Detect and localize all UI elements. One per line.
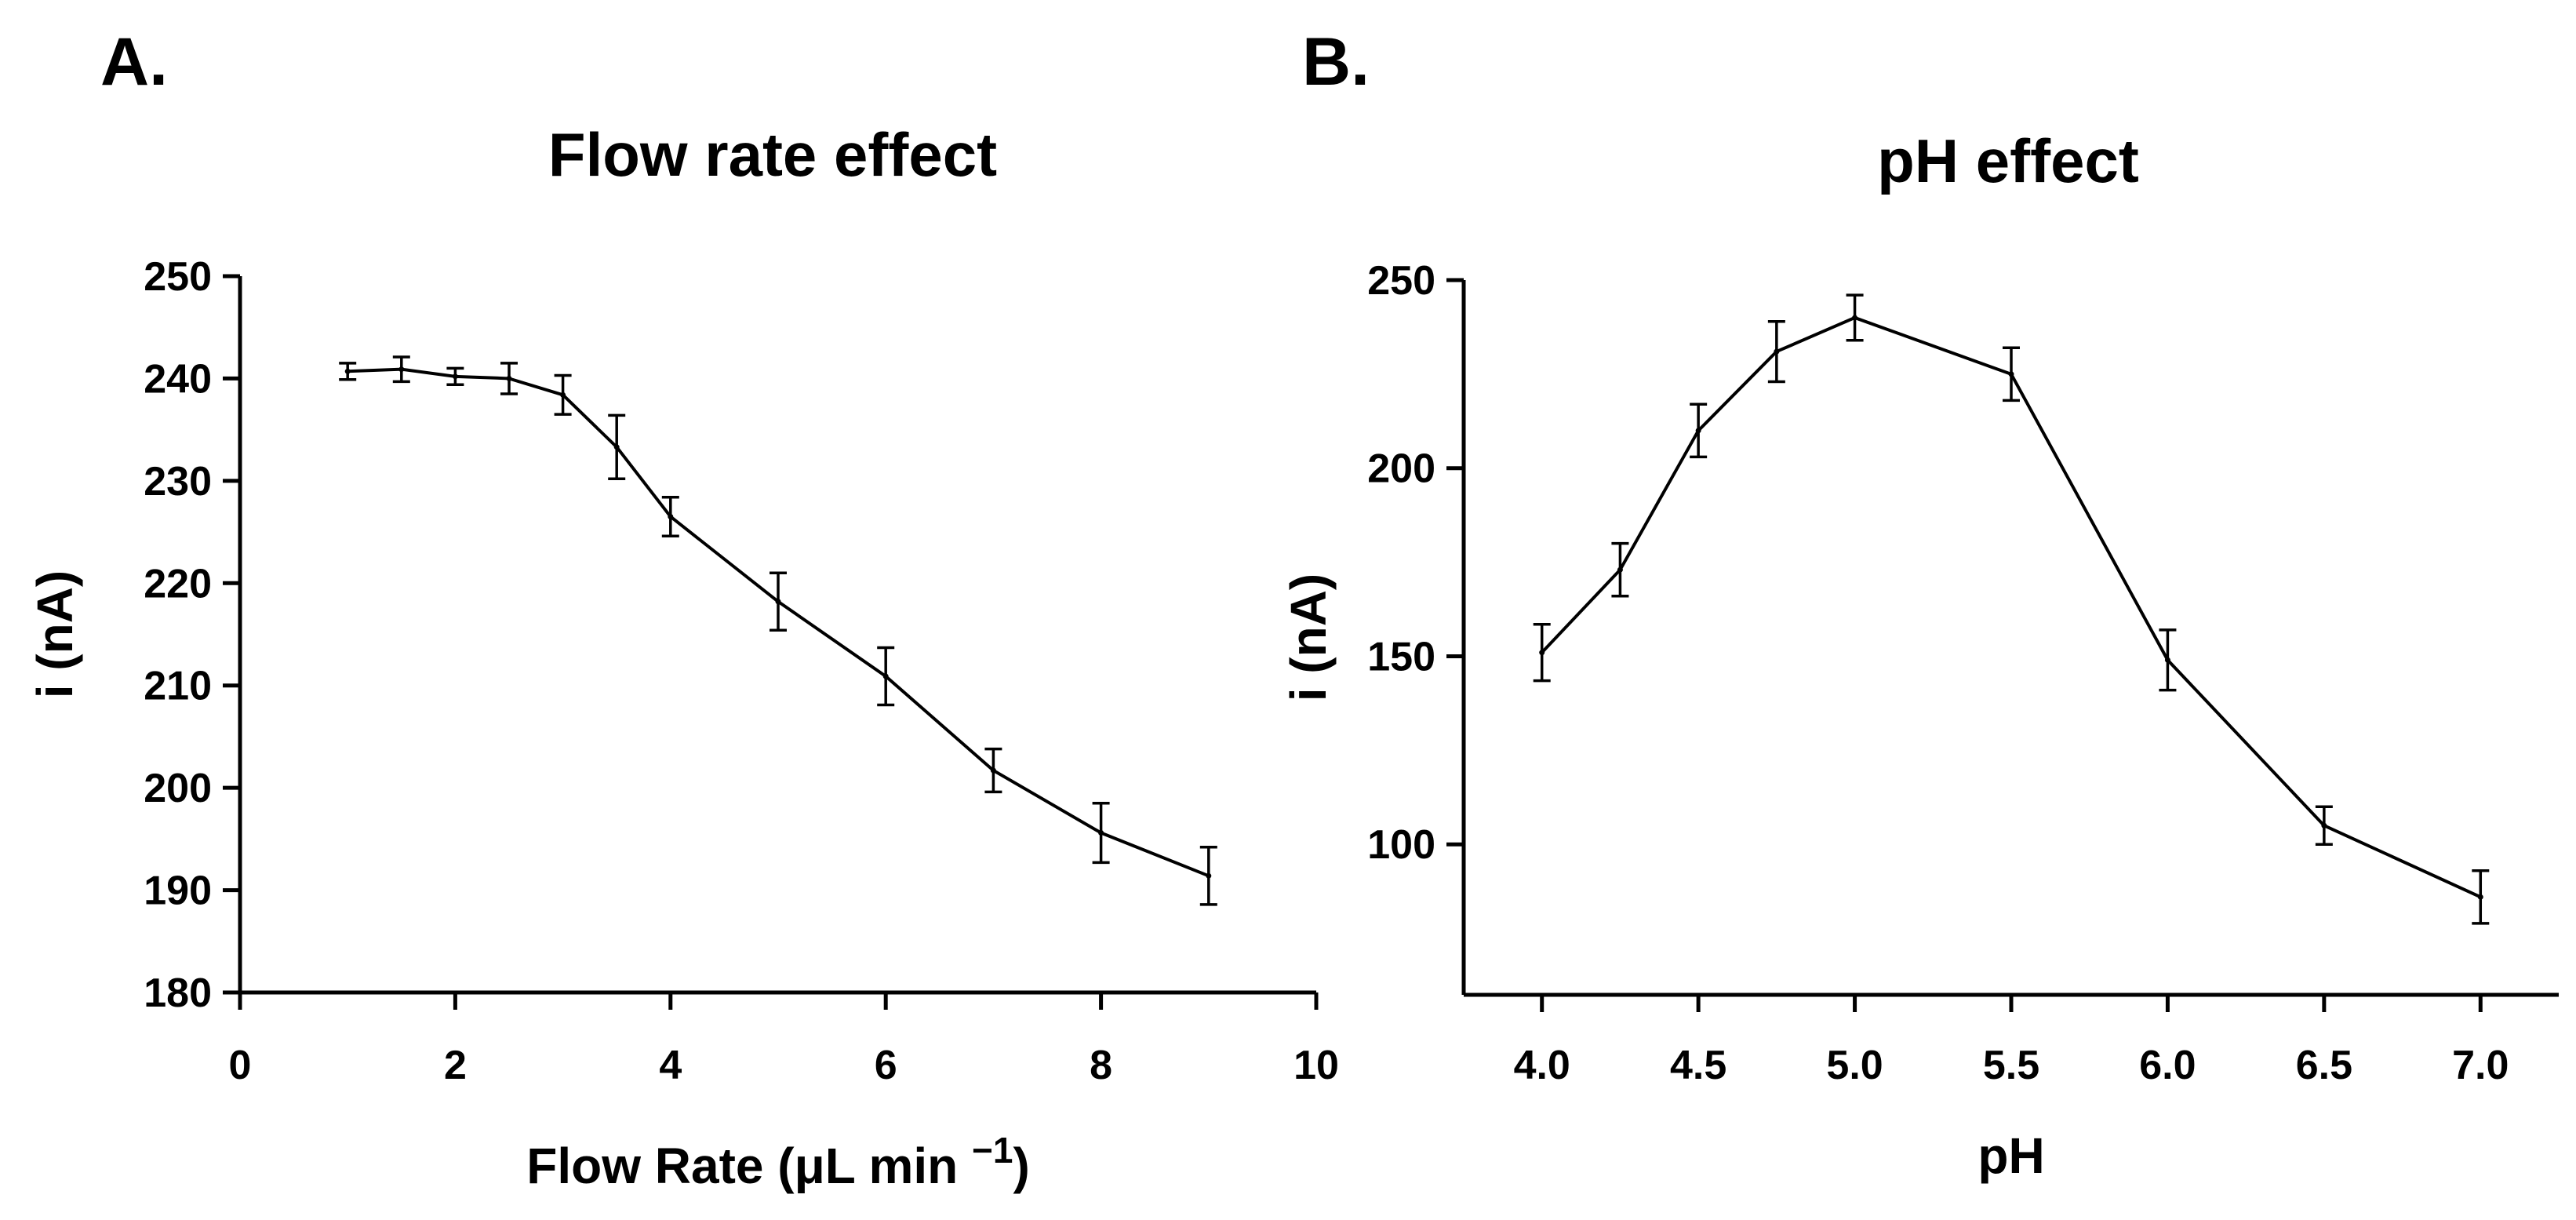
series-line (347, 367, 1210, 878)
data-point (668, 514, 674, 520)
x-tick-label: 2 (444, 1043, 467, 1088)
data-point (344, 368, 351, 374)
y-axis-title: i (nA) (27, 570, 83, 699)
data-point (1852, 315, 1858, 321)
x-axis-title: pH (1977, 1127, 2044, 1184)
x-tick-label: 6 (875, 1043, 897, 1088)
data-point (2008, 371, 2014, 377)
data-point (1774, 348, 1780, 355)
data-point (2321, 822, 2327, 829)
data-point (506, 375, 512, 381)
x-tick-label: 6.0 (2139, 1043, 2196, 1088)
x-tick-label: 4.5 (1670, 1043, 1726, 1088)
data-point (613, 444, 620, 450)
x-tick-label: 5.0 (1826, 1043, 1883, 1088)
data-point (1617, 566, 1623, 573)
chart-title: pH effect (1877, 126, 2139, 195)
data-point (1098, 830, 1104, 836)
y-tick-label: 150 (1367, 634, 1435, 679)
x-axis-title: Flow Rate (μL min −1) (526, 1130, 1030, 1194)
chart-flow-rate: A.Flow rate effect1801902002102202302402… (27, 24, 1339, 1194)
data-point (775, 599, 781, 605)
data-point (990, 767, 996, 774)
y-tick-label: 230 (144, 459, 212, 504)
x-tick-label: 6.5 (2296, 1043, 2352, 1088)
x-tick-label: 4.0 (1514, 1043, 1570, 1088)
panel-label: B. (1302, 24, 1370, 100)
data-point (398, 366, 405, 373)
data-point (882, 673, 889, 679)
y-tick-label: 210 (144, 664, 212, 709)
x-tick-label: 0 (229, 1043, 252, 1088)
x-tick-label: 8 (1090, 1043, 1112, 1088)
y-tick-label: 250 (1367, 258, 1435, 304)
y-tick-label: 200 (144, 766, 212, 811)
x-tick-label: 4 (659, 1043, 682, 1088)
data-point (2477, 894, 2483, 900)
panel-label: A. (100, 24, 168, 100)
data-point (1539, 650, 1545, 656)
series-line (1541, 315, 2482, 899)
y-tick-label: 100 (1367, 822, 1435, 868)
x-tick-label: 5.5 (1983, 1043, 2039, 1088)
y-tick-label: 180 (144, 971, 212, 1016)
chart-ph: B. pH effect 100 150 200 250 4.0 4.5 5.0 5.5 6.0 6.… (1280, 24, 2559, 1184)
data-point (2164, 657, 2170, 663)
chart-title: Flow rate effect (548, 120, 997, 189)
data-point (560, 391, 566, 398)
y-tick-label: 200 (1367, 446, 1435, 492)
data-point (1695, 428, 1701, 434)
y-tick-label: 240 (144, 356, 212, 402)
y-tick-label: 220 (144, 561, 212, 606)
x-tick-label: 10 (1293, 1043, 1339, 1088)
data-point (1206, 872, 1212, 879)
x-tick-label: 7.0 (2452, 1043, 2509, 1088)
y-tick-label: 190 (144, 869, 212, 914)
data-point (452, 373, 458, 380)
y-tick-label: 250 (144, 254, 212, 300)
y-axis-title: i (nA) (1280, 574, 1337, 702)
